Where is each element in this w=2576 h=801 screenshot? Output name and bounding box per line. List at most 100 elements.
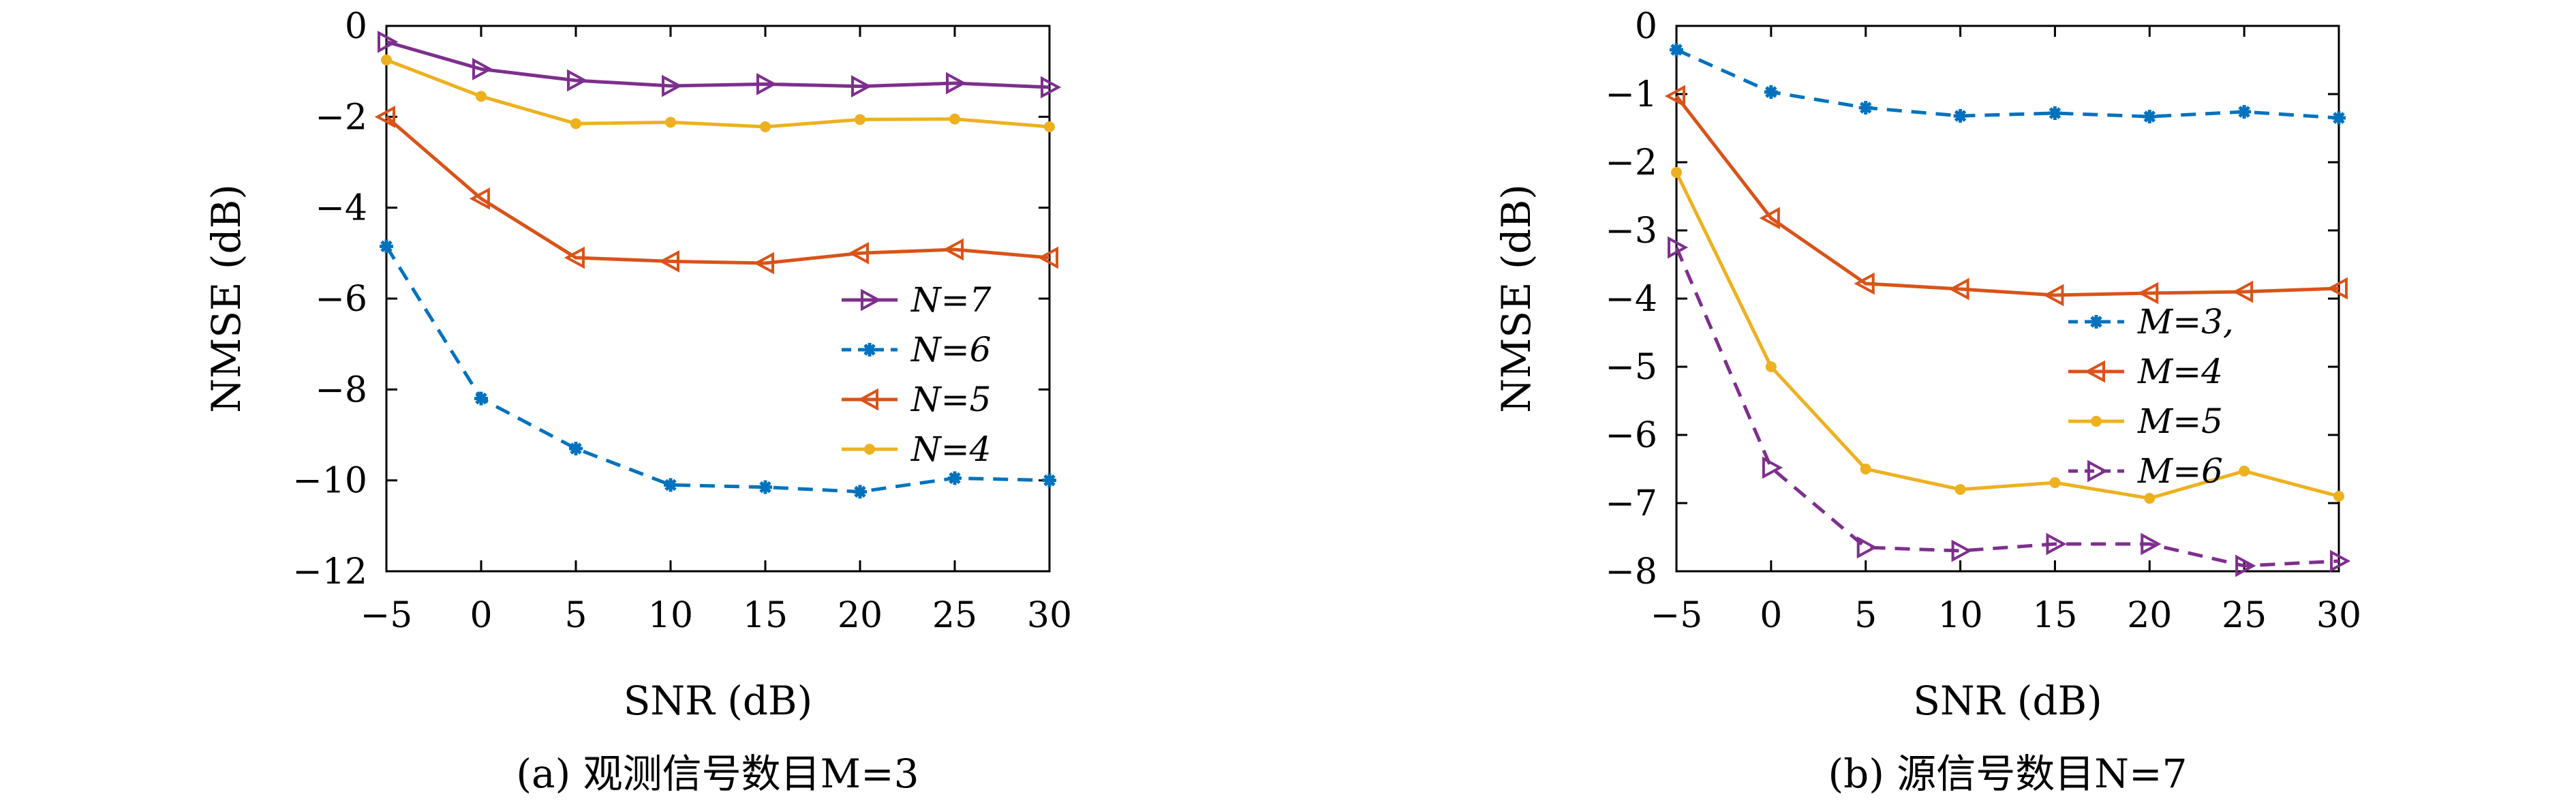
series-line bbox=[386, 40, 1050, 89]
series-n5 bbox=[374, 105, 1058, 275]
data-point bbox=[1762, 456, 1783, 479]
data-point bbox=[853, 485, 867, 499]
data-point bbox=[2049, 477, 2061, 488]
data-point bbox=[1954, 484, 1966, 495]
y-axis-title: NMSE (dB) bbox=[203, 184, 249, 413]
data-point bbox=[658, 250, 679, 273]
data-point bbox=[1951, 539, 1972, 562]
x-tick-label: 20 bbox=[2127, 595, 2172, 636]
legend-marker bbox=[863, 343, 876, 357]
panel-caption: (a) 观测信号数目M=3 bbox=[516, 751, 919, 797]
y-tick-label: −6 bbox=[315, 279, 367, 320]
x-tick-label: 15 bbox=[743, 595, 788, 636]
x-tick-label: 30 bbox=[1027, 595, 1072, 636]
data-point bbox=[2327, 277, 2348, 300]
x-tick-label: 10 bbox=[648, 595, 693, 636]
y-tick-label: −2 bbox=[315, 97, 367, 138]
x-axis-title: SNR (dB) bbox=[624, 678, 813, 724]
data-point bbox=[1854, 272, 1875, 295]
data-point bbox=[1044, 121, 1055, 132]
data-point bbox=[1664, 85, 1685, 108]
data-point bbox=[1858, 101, 1873, 115]
data-point bbox=[1037, 246, 1058, 269]
data-point bbox=[567, 69, 588, 92]
data-point bbox=[381, 55, 392, 65]
y-axis-title: NMSE (dB) bbox=[1493, 184, 1539, 413]
data-point bbox=[1043, 473, 1056, 487]
series-line bbox=[384, 245, 1050, 494]
data-point bbox=[2237, 105, 2252, 119]
data-point bbox=[753, 252, 774, 275]
y-tick-label: −4 bbox=[1605, 279, 1657, 320]
legend-marker bbox=[857, 388, 878, 411]
y-tick-label: −7 bbox=[1605, 483, 1657, 524]
x-tick-label: 5 bbox=[1854, 595, 1877, 636]
data-point bbox=[1948, 277, 1969, 301]
data-point bbox=[855, 114, 865, 125]
data-point bbox=[946, 72, 967, 95]
series-line bbox=[1674, 171, 2340, 500]
data-point bbox=[662, 74, 683, 97]
series-m6 bbox=[1668, 236, 2351, 577]
data-point bbox=[2235, 554, 2256, 577]
legend-label: N=4 bbox=[910, 429, 991, 469]
data-point bbox=[1765, 361, 1777, 372]
data-point bbox=[1953, 109, 1967, 123]
panel-caption: (b) 源信号数目N=7 bbox=[1828, 751, 2187, 797]
legend-label: N=6 bbox=[910, 330, 991, 369]
series-line bbox=[385, 115, 1050, 265]
y-tick-label: −6 bbox=[1605, 415, 1657, 456]
data-point bbox=[474, 391, 488, 406]
x-tick-label: 30 bbox=[2316, 595, 2361, 636]
legend-marker bbox=[2084, 360, 2105, 383]
data-point bbox=[848, 241, 869, 265]
data-point bbox=[851, 75, 872, 98]
data-point bbox=[948, 471, 962, 485]
legend: M=3, M=4 M=5 M=6 bbox=[2068, 302, 2234, 491]
data-point bbox=[2143, 110, 2157, 123]
legend-label: M=3, bbox=[2137, 302, 2234, 342]
data-point bbox=[1041, 76, 1062, 99]
data-point bbox=[2333, 491, 2344, 502]
legend-label: N=7 bbox=[910, 280, 992, 320]
data-point bbox=[1860, 464, 1871, 474]
data-point bbox=[2141, 532, 2162, 556]
series-n4 bbox=[381, 55, 1055, 132]
x-tick-label: −5 bbox=[361, 595, 413, 636]
data-point bbox=[1671, 167, 1682, 178]
data-point bbox=[472, 57, 493, 80]
data-point bbox=[1759, 207, 1780, 230]
data-point bbox=[1670, 43, 1683, 57]
data-point bbox=[2332, 111, 2346, 125]
data-point bbox=[758, 480, 772, 494]
data-point bbox=[665, 117, 676, 128]
data-point bbox=[564, 246, 585, 269]
data-point bbox=[569, 442, 583, 455]
x-tick-label: 15 bbox=[2032, 595, 2077, 636]
y-tick-label: −3 bbox=[1605, 211, 1657, 252]
x-tick-label: 25 bbox=[932, 595, 977, 636]
legend-label: M=6 bbox=[2137, 451, 2223, 491]
data-point bbox=[469, 187, 490, 210]
panel-a: −5 0 5 10 15 20 25 30 0 −2 −4 −6 −8 −10 −12 SNR (dB) NMS… bbox=[203, 6, 1072, 797]
data-point bbox=[476, 91, 487, 102]
y-tick-label: −5 bbox=[1605, 347, 1657, 388]
x-tick-label: 20 bbox=[838, 595, 883, 636]
y-tick-label: −4 bbox=[315, 188, 367, 229]
legend-label: M=4 bbox=[2137, 352, 2223, 391]
data-point bbox=[1856, 536, 1877, 559]
data-point bbox=[2048, 106, 2062, 120]
data-point bbox=[2043, 284, 2064, 307]
data-point bbox=[374, 105, 395, 128]
data-point bbox=[664, 478, 677, 492]
series-m4 bbox=[1664, 85, 2348, 307]
data-point bbox=[756, 72, 778, 95]
x-axis-title: SNR (dB) bbox=[1913, 678, 2102, 724]
x-tick-label: 0 bbox=[470, 595, 492, 636]
x-tick-label: 5 bbox=[564, 595, 587, 636]
data-point bbox=[2239, 466, 2250, 477]
legend-marker bbox=[2089, 315, 2103, 329]
data-point bbox=[1668, 236, 1689, 259]
data-point bbox=[2138, 282, 2159, 305]
